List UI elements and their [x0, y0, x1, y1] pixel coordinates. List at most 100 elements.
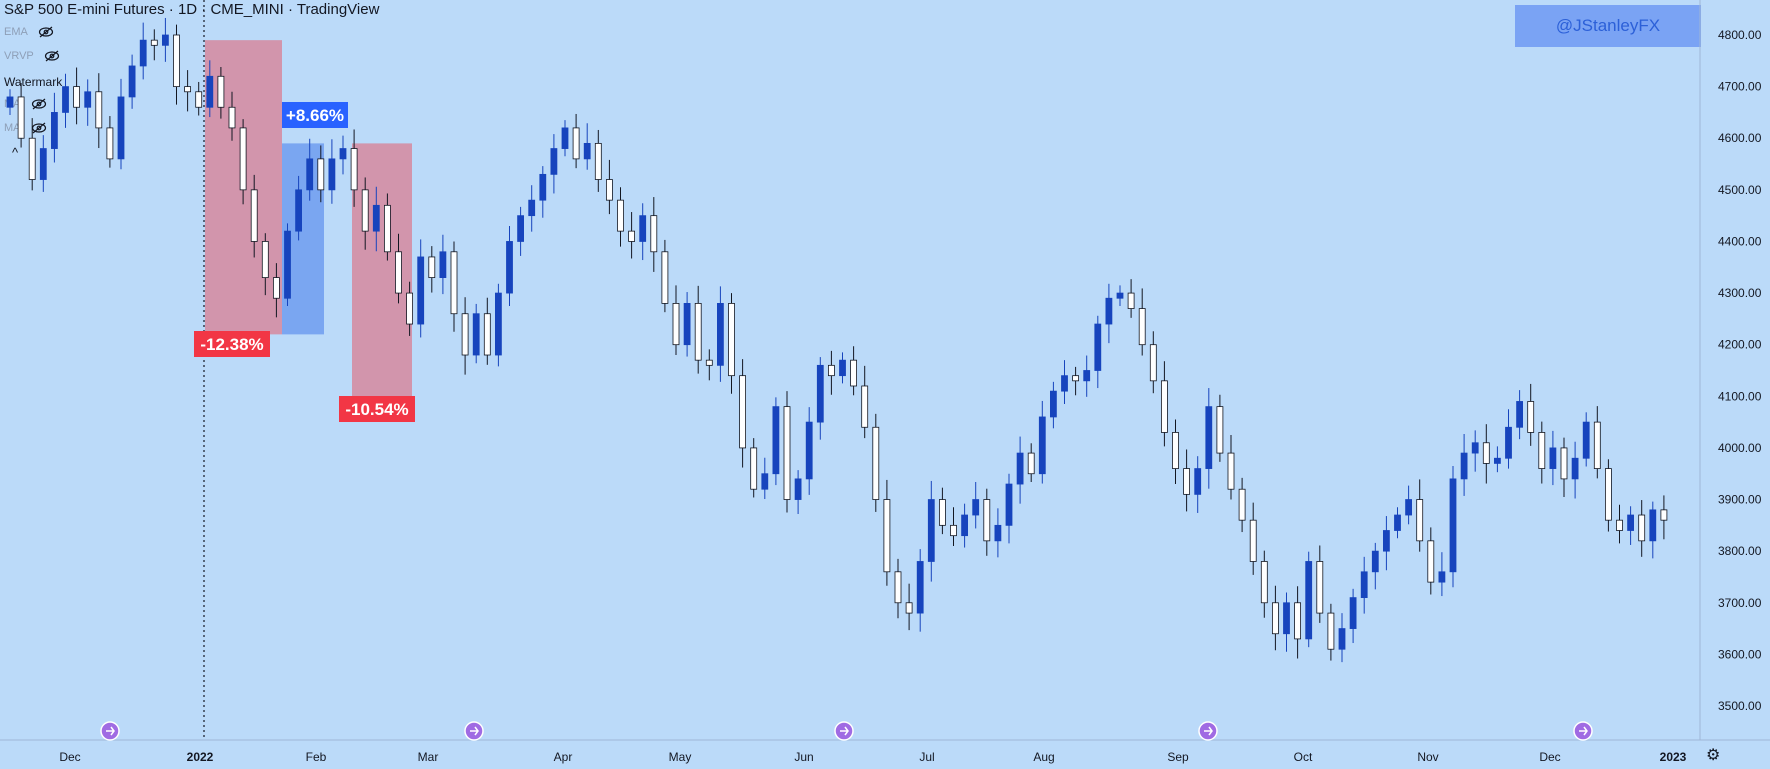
indicator-ma-2[interactable]: MA [4, 122, 47, 134]
time-tick-label: Sep [1167, 750, 1189, 764]
event-arrow-icon [1204, 726, 1213, 736]
candle-body [783, 406, 791, 500]
candle-body [306, 158, 314, 191]
time-tick-label: Jun [794, 750, 813, 764]
candle-body [739, 375, 746, 449]
candle-body [750, 447, 758, 490]
price-tick-label: 4100.00 [1718, 389, 1762, 403]
candle-body [1660, 509, 1668, 521]
price-tick-label: 3700.00 [1718, 596, 1762, 610]
candle-body [339, 148, 347, 160]
candle-body [550, 148, 558, 175]
candle-body [206, 75, 214, 108]
candle-body [17, 96, 25, 139]
candle-body [1105, 297, 1113, 325]
time-tick-label: Nov [1417, 750, 1438, 764]
event-arrow-icon [1579, 726, 1588, 736]
time-tick-label: May [669, 750, 692, 764]
candle-body [694, 302, 702, 361]
candle-body [1505, 426, 1512, 459]
candle-body [217, 75, 225, 108]
candle-body [927, 499, 935, 562]
candle-body [1560, 447, 1568, 480]
candle-body [1427, 540, 1435, 583]
candle-body [161, 34, 169, 46]
candle-body [683, 302, 691, 346]
candle-body [417, 256, 425, 325]
candle-body [528, 199, 536, 217]
candle-body [28, 137, 36, 180]
candle-body [772, 406, 780, 475]
candle-body [705, 359, 713, 366]
eye-hidden-icon[interactable] [38, 26, 54, 38]
time-tick-label: 2023 [1660, 750, 1687, 764]
candle-body [62, 86, 69, 113]
candle-body [1549, 447, 1557, 469]
candle-body [439, 251, 447, 278]
candle-body [250, 189, 258, 242]
price-range-label: -10.54% [345, 400, 408, 419]
time-tick-label: Dec [1539, 750, 1560, 764]
candle-body [950, 524, 957, 537]
candle-body [506, 241, 513, 294]
indicator-ema[interactable]: EMA [4, 26, 54, 38]
candle-body [872, 426, 880, 500]
candle-body [1072, 375, 1079, 382]
candle-body [1116, 292, 1124, 299]
candle-body [1050, 390, 1057, 418]
candle-body [1272, 602, 1279, 635]
candle-body [1471, 442, 1479, 454]
candle-body [1383, 530, 1390, 552]
price-tick-label: 4200.00 [1718, 338, 1762, 352]
candle-body [1061, 375, 1068, 392]
candle-body [261, 241, 269, 278]
time-tick-label: 2022 [187, 750, 214, 764]
candle-body [606, 179, 613, 201]
eye-hidden-icon[interactable] [44, 50, 60, 62]
candle-body [1005, 483, 1013, 526]
candle-body [1127, 292, 1135, 309]
candle-body [272, 277, 280, 299]
candle-body [972, 499, 980, 516]
time-tick-label: Oct [1294, 750, 1313, 764]
candle-body [1371, 550, 1379, 573]
indicator-label: VRVP [4, 50, 34, 62]
candle-body [1394, 514, 1401, 531]
candle-body [239, 127, 247, 191]
price-range-label-bg [282, 102, 348, 128]
candle-body [350, 148, 358, 191]
candle-body [1016, 452, 1024, 485]
candle-body [816, 364, 824, 423]
candle-body [1593, 421, 1601, 469]
candle-body [1138, 308, 1146, 346]
candle-body [1627, 514, 1634, 531]
gear-icon[interactable]: ⚙ [1706, 747, 1721, 764]
candle-body [184, 86, 192, 93]
candle-body [284, 230, 291, 299]
time-tick-label: Mar [418, 750, 439, 764]
collapse-legend-icon[interactable]: ^ [12, 145, 19, 160]
eye-hidden-icon[interactable] [31, 98, 47, 110]
candle-body [561, 127, 569, 149]
indicator-label: MA [4, 122, 21, 134]
candle-body [139, 39, 147, 67]
candle-body [916, 561, 924, 614]
candle-body [894, 571, 902, 604]
candle-body [1260, 561, 1268, 604]
indicator-vrvp[interactable]: VRVP [4, 50, 60, 62]
candle-body [383, 204, 391, 253]
price-range-label-bg [339, 396, 415, 422]
candle-body [1227, 452, 1235, 490]
price-tick-label: 4300.00 [1718, 286, 1762, 300]
candle-body [228, 106, 236, 129]
candle-body [361, 189, 369, 232]
candle-body [1360, 571, 1368, 599]
candle-body [1571, 457, 1579, 480]
candle-body [317, 158, 325, 191]
candle-body [905, 602, 913, 614]
candle-body [406, 292, 414, 325]
candle-body [1283, 602, 1290, 635]
candle-body [128, 65, 136, 98]
candle-body [1582, 421, 1590, 459]
